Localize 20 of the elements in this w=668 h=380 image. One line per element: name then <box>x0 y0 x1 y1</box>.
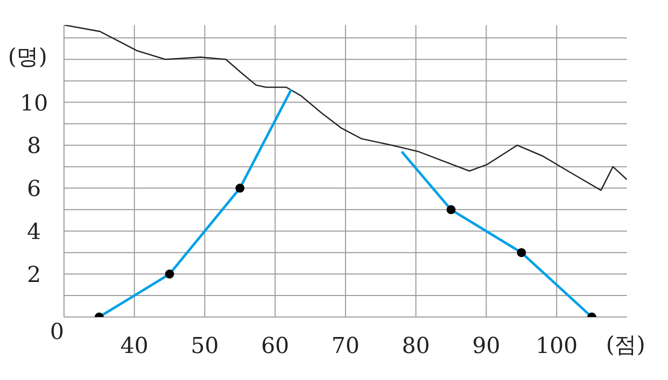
point <box>446 205 456 214</box>
y-tick-label: 2 <box>27 263 41 288</box>
point <box>165 270 174 279</box>
x-tick-label: 40 <box>120 334 148 359</box>
x-axis-title: (점) <box>606 332 646 360</box>
y-tick-label: 6 <box>27 177 41 202</box>
y-axis-title: (명) <box>8 44 48 72</box>
x-tick-label: 50 <box>190 334 219 359</box>
point <box>235 184 244 193</box>
text: 0 <box>50 320 64 345</box>
x-tick-label: 90 <box>472 334 500 359</box>
line-series <box>64 25 627 191</box>
x-tick-label: 70 <box>332 334 360 359</box>
y-tick-label: 10 <box>20 91 48 116</box>
y-tick-label: 4 <box>27 220 41 246</box>
point <box>516 248 526 258</box>
x-tick-label: 100 <box>536 334 578 359</box>
x-tick-label: 60 <box>261 334 290 359</box>
y-tick-label: 8 <box>27 134 41 160</box>
x-tick-label: 80 <box>402 334 430 359</box>
